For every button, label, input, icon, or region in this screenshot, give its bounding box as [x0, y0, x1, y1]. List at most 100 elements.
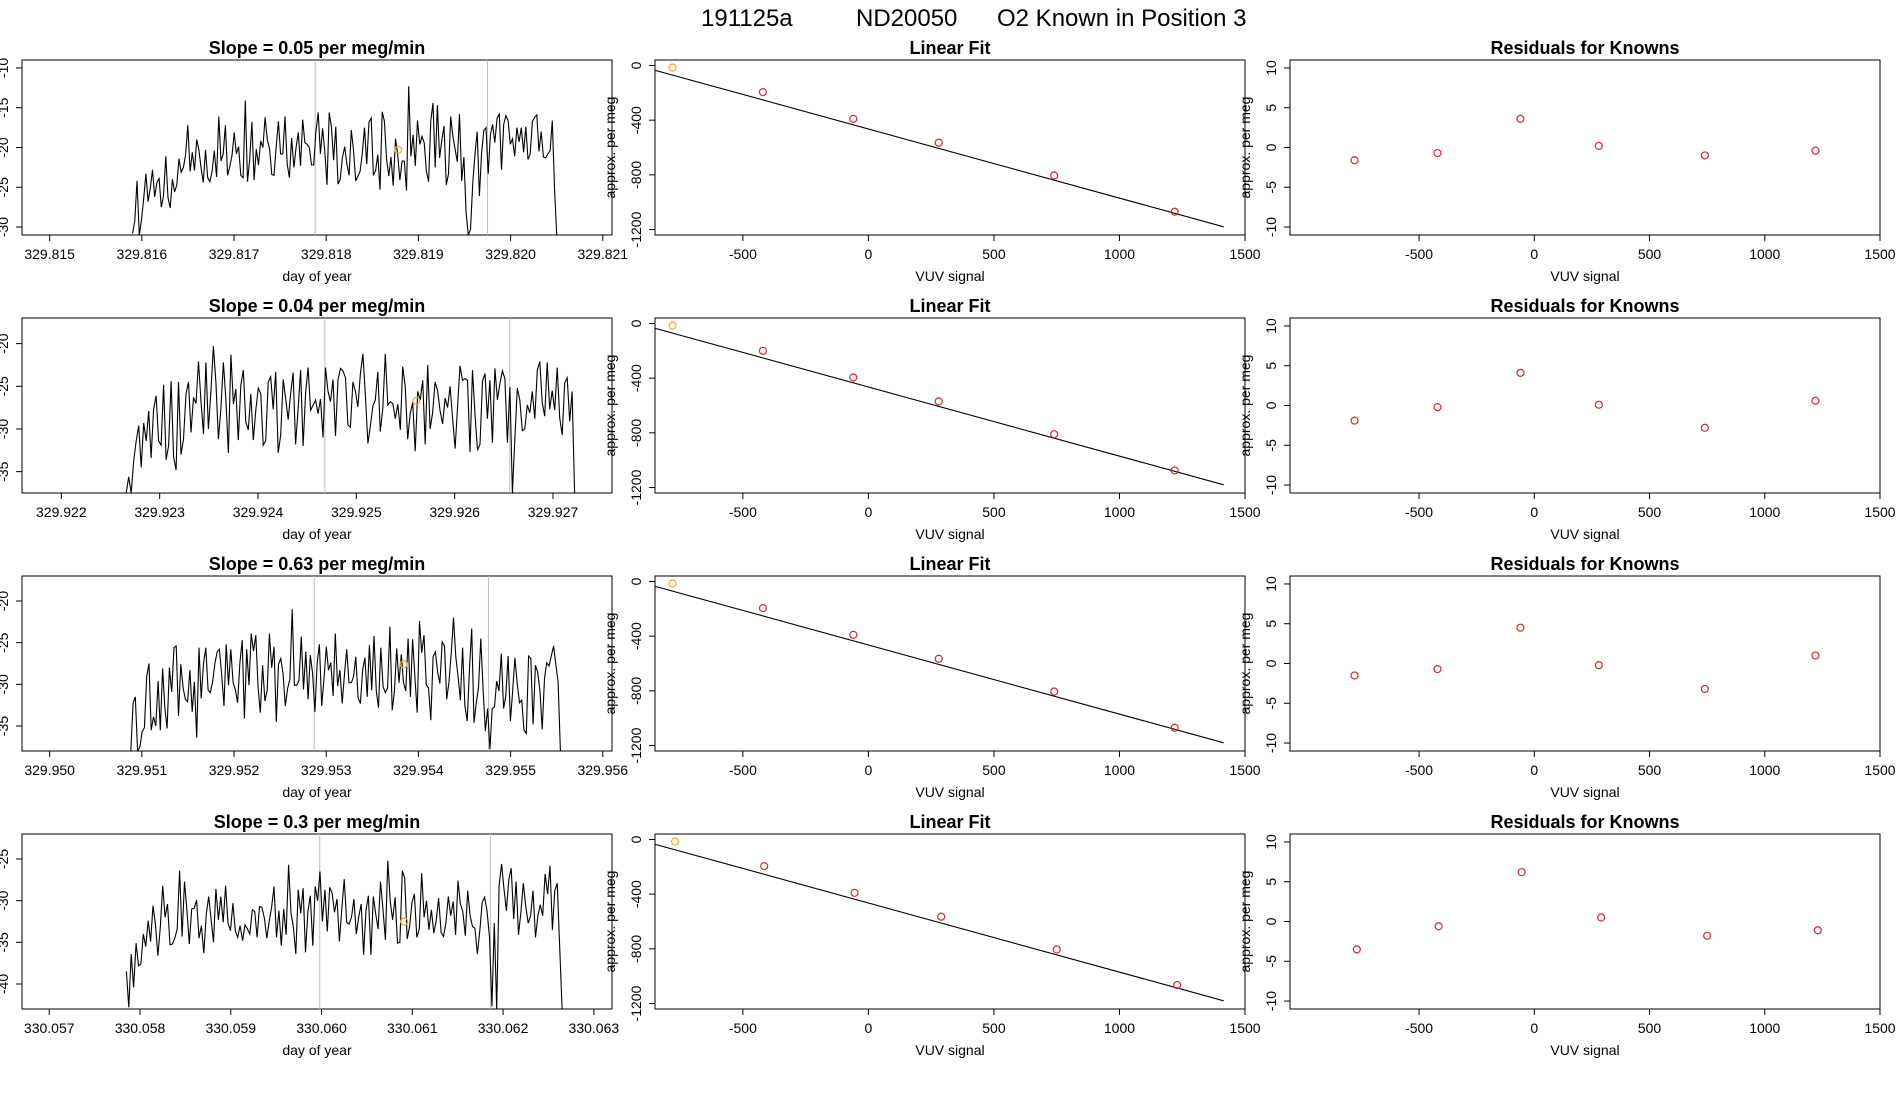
y-tick-label: 0 — [1263, 917, 1279, 925]
residual-point — [1516, 114, 1525, 123]
fit-point — [849, 630, 858, 639]
y-tick-label: 0 — [628, 577, 644, 585]
drift-series-line — [132, 86, 558, 235]
y-tick-label: -30 — [0, 419, 11, 439]
x-tick-label: 329.955 — [485, 762, 536, 778]
plot-title: Slope = 0.04 per meg/min — [209, 296, 426, 316]
x-tick-label: -500 — [1405, 246, 1433, 262]
x-axis-label: VUV signal — [915, 526, 984, 542]
fit-point — [670, 837, 680, 846]
y-tick-label: 10 — [1263, 834, 1279, 850]
x-tick-label: 1000 — [1749, 246, 1780, 262]
plot-frame — [1289, 59, 1881, 236]
residual-point — [1811, 396, 1820, 405]
y-tick-label: -400 — [628, 622, 644, 650]
y-tick-label: -5 — [1263, 955, 1279, 968]
fit-point — [1170, 466, 1179, 475]
y-tick-label: -30 — [0, 674, 11, 694]
x-tick-label: 0 — [1530, 246, 1538, 262]
x-tick-label: 329.923 — [134, 504, 185, 520]
drift-series-line — [125, 346, 576, 493]
fit-line — [655, 327, 1224, 486]
residual-point — [1700, 423, 1709, 432]
y-tick-label: 0 — [628, 61, 644, 69]
y-tick-label: 5 — [1263, 878, 1279, 886]
residual-point — [1350, 156, 1359, 165]
fit-point — [1050, 687, 1059, 696]
y-tick-label: 5 — [1263, 620, 1279, 628]
plot-area — [1350, 368, 1820, 432]
slope-prefix: Slope = — [209, 38, 279, 58]
known-average-point — [394, 145, 403, 154]
plot-title: Residuals for Knowns — [1490, 38, 1679, 58]
residual-point — [1594, 660, 1603, 670]
fit-line — [655, 69, 1224, 228]
x-axis-label: day of year — [282, 268, 352, 284]
title-tank: ND20050 — [856, 5, 957, 32]
y-tick-label: -20 — [0, 333, 11, 353]
plot-area — [655, 837, 1224, 1002]
x-tick-label: 1500 — [1229, 1020, 1260, 1036]
x-tick-label: 329.952 — [209, 762, 260, 778]
y-tick-label: -800 — [628, 935, 644, 963]
x-tick-label: 1500 — [1864, 762, 1895, 778]
y-tick-label: 0 — [1263, 143, 1279, 151]
y-tick-label: 10 — [1263, 60, 1279, 76]
x-tick-label: 0 — [865, 504, 873, 520]
y-tick-label: -30 — [0, 890, 11, 910]
x-tick-label: -500 — [1405, 762, 1433, 778]
x-tick-label: 0 — [865, 246, 873, 262]
x-axis-label: day of year — [282, 784, 352, 800]
plot-frame — [654, 317, 1246, 494]
panel-residuals-4: Residuals for Knowns VUV signal approx. pe… — [1237, 812, 1896, 1058]
x-axis-label: VUV signal — [915, 268, 984, 284]
y-tick-label: -30 — [0, 217, 11, 237]
x-tick-label: 1500 — [1864, 504, 1895, 520]
x-tick-label: -500 — [729, 1020, 757, 1036]
plot-frame — [21, 833, 613, 1010]
x-tick-label: 1000 — [1749, 504, 1780, 520]
y-tick-label: -20 — [0, 137, 11, 157]
x-tick-label: 500 — [982, 1020, 1006, 1036]
x-tick-label: -500 — [729, 504, 757, 520]
plot-frame — [654, 59, 1246, 236]
fit-point — [849, 114, 858, 123]
slope-prefix: Slope = — [214, 812, 284, 832]
y-tick-label: 0 — [1263, 659, 1279, 667]
x-tick-label: 500 — [982, 762, 1006, 778]
plot-area — [655, 321, 1224, 486]
x-tick-label: 1000 — [1104, 246, 1135, 262]
residual-point — [1703, 931, 1712, 940]
slope-unit: per meg/min — [313, 38, 425, 58]
y-tick-label: -10 — [1263, 475, 1279, 495]
plot-frame — [21, 317, 613, 494]
residual-point — [1813, 926, 1822, 935]
x-axis-label: day of year — [282, 1042, 352, 1058]
residual-point — [1811, 146, 1820, 155]
plot-area — [130, 576, 561, 751]
residual-point — [1433, 148, 1442, 158]
fit-point — [850, 888, 859, 897]
x-tick-label: 0 — [1530, 504, 1538, 520]
fit-point — [1173, 980, 1182, 990]
panel-residuals-1: Residuals for Knowns VUV signal approx. pe… — [1237, 38, 1896, 284]
x-tick-label: 329.953 — [301, 762, 352, 778]
plot-title: Linear Fit — [909, 38, 990, 58]
x-axis-label: day of year — [282, 526, 352, 542]
drift-series-line — [130, 609, 561, 751]
x-tick-label: 329.924 — [233, 504, 284, 520]
x-tick-label: 0 — [865, 762, 873, 778]
x-tick-label: 330.060 — [296, 1020, 347, 1036]
slope-unit: per meg/min — [308, 812, 420, 832]
y-tick-label: -15 — [0, 97, 11, 117]
fit-point — [668, 579, 677, 588]
y-tick-label: 10 — [1263, 318, 1279, 334]
x-tick-label: 500 — [1638, 1020, 1662, 1036]
fit-point — [1050, 171, 1059, 180]
plot-area — [1350, 623, 1820, 694]
y-tick-label: -10 — [1263, 991, 1279, 1011]
x-tick-label: 329.950 — [24, 762, 75, 778]
title-position: O2 Known in Position 3 — [997, 5, 1246, 32]
residual-point — [1517, 868, 1526, 877]
